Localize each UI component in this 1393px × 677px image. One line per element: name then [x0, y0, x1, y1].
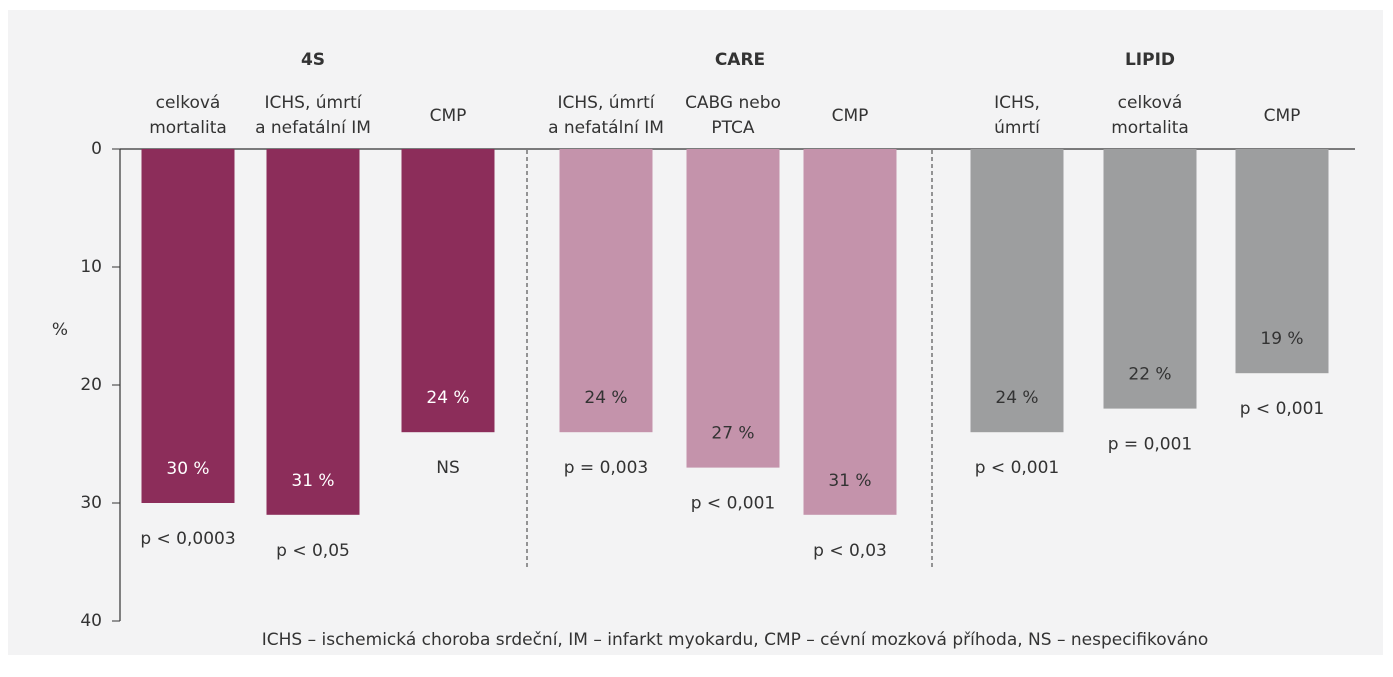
- category-label: mortalita: [149, 118, 227, 138]
- bar: [1235, 149, 1329, 374]
- category-label: a nefatální IM: [548, 118, 664, 138]
- category-label: CMP: [430, 106, 467, 126]
- annotation: p < 0,001: [1240, 399, 1325, 419]
- value-label: 31 %: [291, 471, 334, 491]
- category-label: CABG nebo: [685, 93, 781, 113]
- category-label: celková: [156, 93, 221, 113]
- bar: [1103, 149, 1197, 409]
- category-label: CMP: [832, 106, 869, 126]
- value-label: 22 %: [1128, 365, 1171, 385]
- bar: [970, 149, 1064, 433]
- category-label: ICHS,: [994, 93, 1040, 113]
- bar: [559, 149, 653, 433]
- annotation: p < 0,0003: [140, 529, 235, 549]
- value-label: 31 %: [828, 471, 871, 491]
- category-label: úmrtí: [994, 118, 1041, 138]
- bar: [266, 149, 360, 515]
- annotation: p = 0,003: [564, 458, 649, 478]
- y-tick-label: 0: [91, 139, 102, 159]
- category-label: a nefatální IM: [255, 118, 371, 138]
- category-label: celková: [1118, 93, 1183, 113]
- annotation: NS: [436, 458, 460, 478]
- category-label: CMP: [1264, 106, 1301, 126]
- bar: [401, 149, 495, 433]
- group-title: LIPID: [1125, 50, 1175, 70]
- bar: [803, 149, 897, 515]
- value-label: 27 %: [711, 424, 754, 444]
- category-label: PTCA: [711, 118, 755, 138]
- group-title: 4S: [301, 50, 325, 70]
- category-label: ICHS, úmrtí: [265, 93, 363, 113]
- y-axis-label: %: [52, 320, 68, 340]
- annotation: p < 0,03: [813, 541, 887, 561]
- bar: [686, 149, 780, 468]
- y-tick-label: 40: [80, 611, 102, 631]
- y-tick-label: 10: [80, 257, 102, 277]
- group-title: CARE: [715, 50, 765, 70]
- annotation: p < 0,05: [276, 541, 350, 561]
- value-label: 19 %: [1260, 329, 1303, 349]
- category-label: ICHS, úmrtí: [558, 93, 656, 113]
- category-label: mortalita: [1111, 118, 1189, 138]
- y-tick-label: 20: [80, 375, 102, 395]
- footnote: ICHS – ischemická choroba srdeční, IM – …: [262, 630, 1209, 650]
- annotation: p = 0,001: [1108, 435, 1193, 455]
- value-label: 24 %: [584, 388, 627, 408]
- value-label: 24 %: [995, 388, 1038, 408]
- y-tick-label: 30: [80, 493, 102, 513]
- annotation: p < 0,001: [975, 458, 1060, 478]
- annotation: p < 0,001: [691, 494, 776, 514]
- value-label: 24 %: [426, 388, 469, 408]
- bar: [141, 149, 235, 503]
- value-label: 30 %: [166, 459, 209, 479]
